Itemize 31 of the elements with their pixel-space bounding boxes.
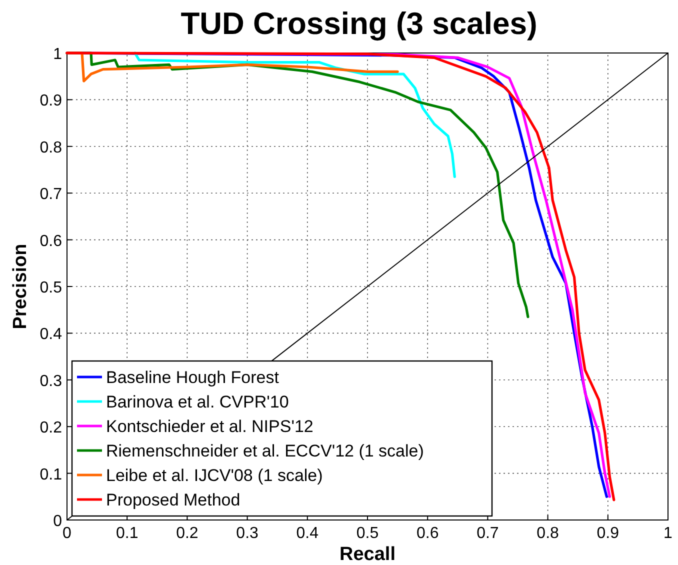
line-series: [134, 52, 456, 178]
y-tick-label: 0: [53, 513, 62, 530]
chart-title: TUD Crossing (3 scales): [180, 6, 538, 41]
y-tick-label: 1: [53, 46, 62, 63]
x-tick-label: 0.5: [356, 525, 379, 542]
y-tick-label: 0.2: [40, 420, 62, 437]
y-tick-label: 0.6: [40, 232, 62, 250]
x-tick-label: 0.1: [116, 525, 138, 542]
legend-label: Proposed Method: [106, 490, 240, 510]
y-tick-label: 0.4: [40, 326, 62, 344]
y-tick-label: 0.5: [40, 280, 62, 296]
legend-label: Kontschieder et al. NIPS'12: [106, 417, 314, 436]
x-tick-label: 1: [664, 525, 673, 542]
x-tick-label: 0.4: [296, 525, 319, 542]
legend-label: Riemenschneider et al. ECCV'12 (1 scale): [106, 442, 424, 460]
x-tick-label: 0.6: [416, 525, 439, 542]
y-tick-label: 0.3: [40, 372, 62, 390]
x-tick-label: 0.2: [176, 525, 198, 542]
y-axis-title: Precision: [10, 244, 31, 330]
y-tick-label: 0.8: [40, 139, 62, 156]
y-tick-label: 0.9: [40, 92, 62, 110]
y-tick-label: 0.7: [40, 186, 62, 204]
x-axis-title: Recall: [340, 544, 396, 565]
x-tick-label: 0.8: [536, 525, 560, 542]
legend-label: Baseline Hough Forest: [106, 368, 280, 387]
x-tick-label: 0.9: [596, 525, 620, 542]
y-tick-label: 0.1: [40, 466, 62, 484]
legend-label: Barinova et al. CVPR'10: [106, 392, 289, 412]
x-tick-label: 0.7: [476, 525, 499, 542]
legend-label: Leibe et al. IJCV'08 (1 scale): [106, 466, 323, 485]
x-tick-label: 0.3: [236, 525, 259, 542]
